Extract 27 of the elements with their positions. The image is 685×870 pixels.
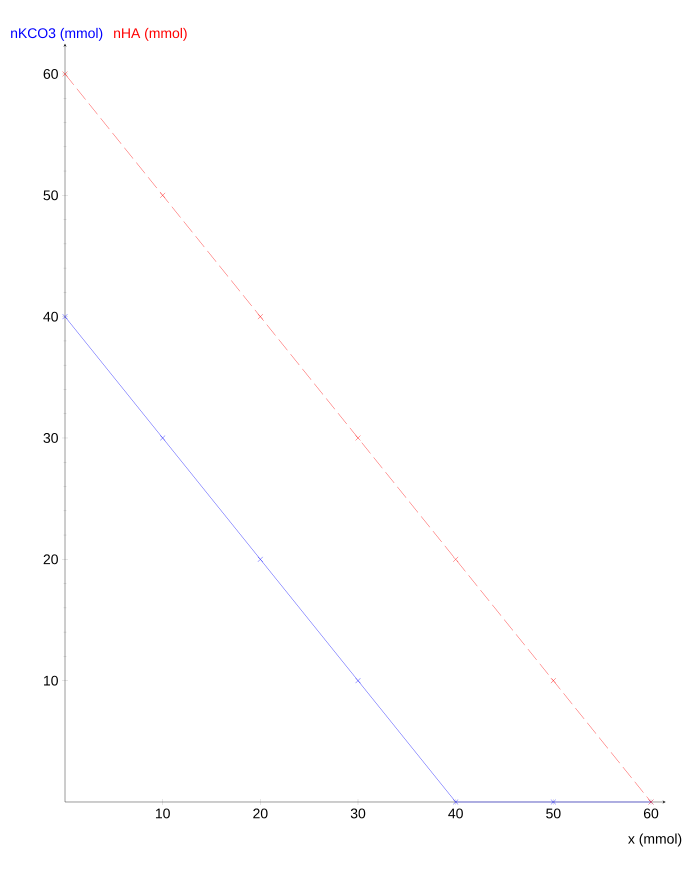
point bbox=[62, 314, 68, 320]
x-tick-label: 60 bbox=[644, 808, 658, 818]
point bbox=[257, 556, 263, 562]
y-tick-label: 20 bbox=[43, 554, 58, 564]
y-tick-label: 30 bbox=[43, 433, 58, 443]
point bbox=[160, 435, 166, 441]
y-tick-label: 40 bbox=[43, 312, 58, 322]
point bbox=[452, 799, 458, 805]
y-tick-label: 60 bbox=[43, 69, 58, 79]
x-tick-label: 10 bbox=[156, 808, 170, 818]
x-tick-label: 20 bbox=[253, 808, 268, 818]
text: nKCO3 (mmol) bbox=[10, 28, 102, 41]
y-tick-label: 50 bbox=[43, 190, 58, 200]
x-tick-label: 40 bbox=[448, 808, 463, 818]
point bbox=[160, 192, 166, 198]
point bbox=[62, 71, 68, 77]
x-tick-label: 30 bbox=[350, 808, 366, 818]
text: nHA (mmol) bbox=[114, 28, 186, 41]
point bbox=[257, 314, 263, 320]
x-axis-title: x (mmol) bbox=[628, 834, 682, 847]
point bbox=[452, 556, 458, 562]
point bbox=[550, 799, 556, 805]
y-tick-label: 10 bbox=[44, 676, 58, 686]
point bbox=[355, 678, 360, 684]
x-tick-label: 50 bbox=[546, 808, 560, 818]
point bbox=[355, 435, 360, 441]
point bbox=[550, 678, 556, 684]
